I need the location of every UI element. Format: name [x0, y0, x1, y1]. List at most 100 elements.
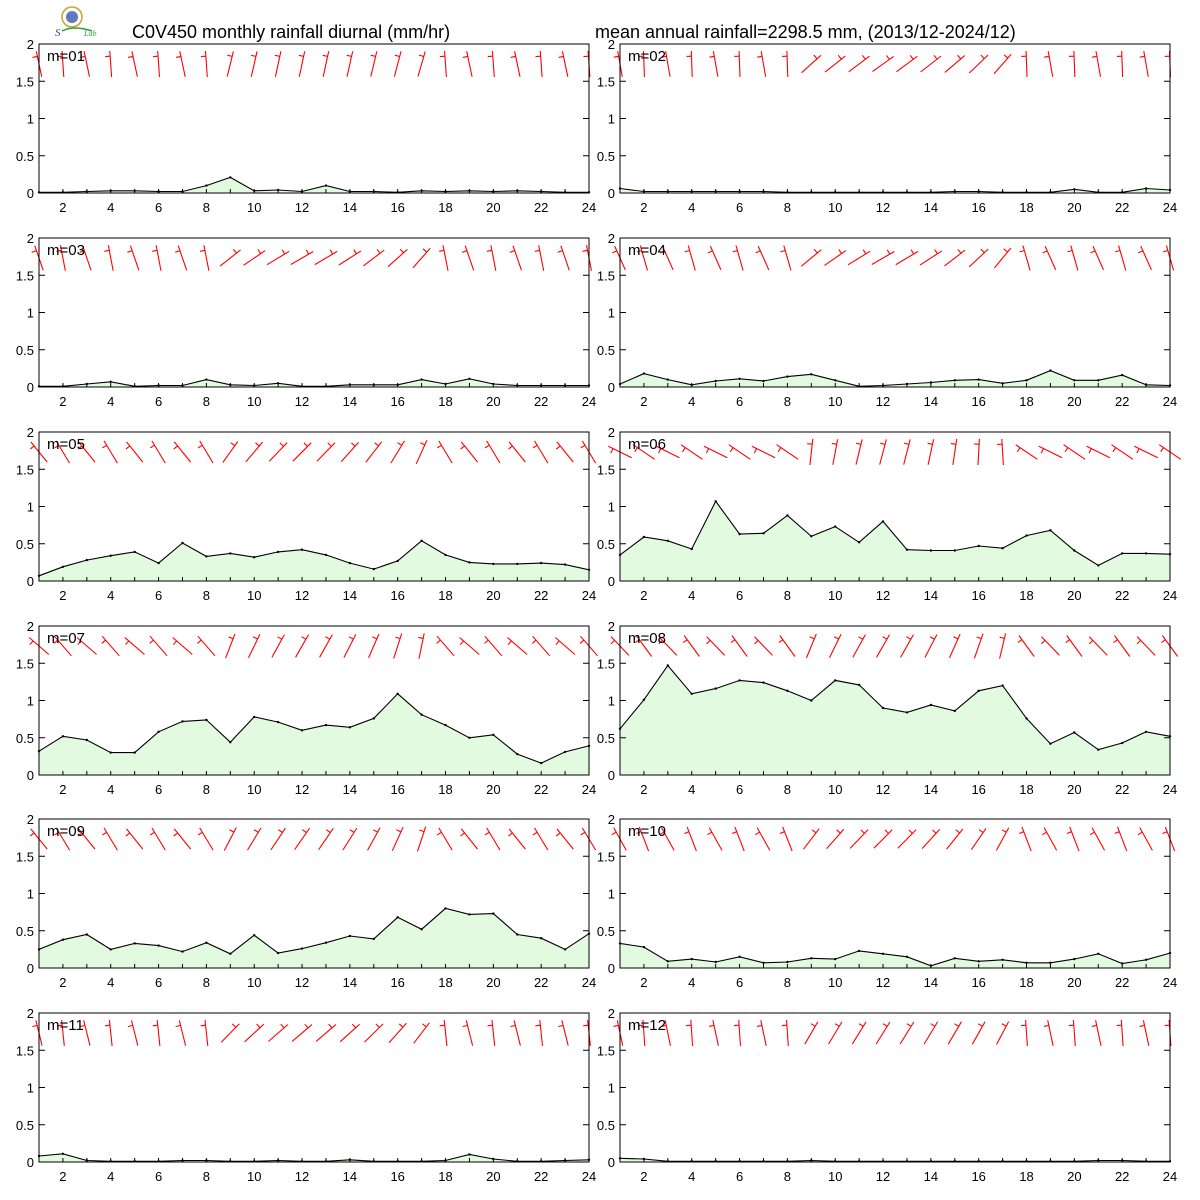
wind-barbs — [32, 1020, 591, 1046]
wind-barb-flag — [197, 444, 203, 449]
data-point — [834, 525, 837, 528]
wind-barb — [1120, 1019, 1124, 1047]
data-point — [810, 699, 813, 702]
wind-barb-flag — [980, 54, 985, 59]
data-point — [396, 559, 399, 563]
y-tick-label: 0.5 — [597, 537, 615, 552]
wind-barb — [244, 1023, 265, 1043]
data-point — [540, 761, 543, 765]
x-tick-label: 20 — [1067, 975, 1081, 990]
wind-barb — [82, 245, 92, 271]
data-point — [324, 723, 328, 727]
x-tick-label: 16 — [390, 975, 404, 990]
wind-barb-flag — [372, 829, 378, 833]
y-tick-label: 0 — [27, 961, 34, 976]
data-point — [666, 960, 669, 963]
data-point — [420, 378, 423, 381]
x-tick-label: 4 — [688, 1169, 695, 1184]
wind-barb — [225, 633, 236, 659]
data-point — [642, 698, 646, 701]
wind-barb-flag — [1003, 248, 1008, 253]
wind-barb — [460, 441, 479, 463]
x-tick-label: 2 — [59, 975, 66, 990]
y-tick-label: 0 — [27, 186, 34, 201]
rainfall-area — [620, 665, 1170, 775]
y-tick-label: 0 — [608, 574, 615, 589]
x-tick-label: 20 — [1067, 588, 1081, 603]
wind-barb — [247, 827, 262, 851]
plot-frame — [619, 1012, 1171, 1163]
wind-barb-flag — [1088, 640, 1094, 645]
wind-barb-flag — [532, 444, 538, 449]
wind-barb-flag — [836, 829, 841, 834]
data-point — [516, 933, 519, 936]
x-tick-label: 8 — [784, 200, 791, 215]
wind-barb-flag — [555, 640, 560, 646]
data-point — [1144, 958, 1148, 961]
wind-barb-flag — [102, 831, 107, 836]
data-point — [977, 378, 980, 381]
x-tick-label: 24 — [1163, 975, 1177, 990]
wind-barb-flag — [612, 250, 618, 254]
x-tick-label: 8 — [203, 782, 210, 797]
wind-barb — [486, 440, 501, 464]
y-tick-label: 0.5 — [16, 731, 34, 746]
data-point — [834, 957, 837, 961]
wind-barb — [829, 634, 842, 658]
wind-barb-flag — [659, 831, 665, 836]
plot-frame — [619, 43, 1171, 194]
data-point — [857, 683, 861, 687]
x-tick-label: 14 — [343, 1169, 357, 1184]
wind-barb-flag — [1112, 447, 1117, 453]
wind-barb — [442, 245, 449, 271]
wind-barb-flag — [682, 639, 688, 644]
wind-barb — [993, 53, 1012, 75]
data-point — [61, 938, 65, 941]
x-tick-label: 24 — [1163, 782, 1177, 797]
wind-barb — [826, 828, 845, 850]
wind-barb — [539, 1020, 544, 1046]
rainfall-area — [39, 540, 589, 581]
data-point — [1049, 742, 1052, 745]
wind-barb-flag — [1162, 831, 1168, 835]
wind-barb-flag — [509, 250, 515, 253]
wind-barb — [101, 635, 120, 657]
data-point — [786, 514, 789, 517]
y-tick-label: 0 — [608, 768, 615, 783]
data-point — [1025, 379, 1028, 382]
wind-barb-flag — [438, 249, 445, 252]
wind-barb-flag — [558, 55, 564, 58]
svg-text:S: S — [55, 27, 61, 39]
wind-barb — [848, 55, 870, 73]
data-point — [642, 945, 646, 949]
wind-barb-flag — [730, 639, 736, 644]
wind-barb — [556, 441, 574, 463]
data-point — [468, 377, 471, 380]
y-tick-label: 1.5 — [597, 849, 615, 864]
wind-barb — [757, 245, 770, 271]
wind-barb — [923, 1021, 939, 1045]
wind-barb-flag — [880, 442, 886, 446]
wind-barb — [1047, 1020, 1054, 1046]
wind-barb — [172, 637, 193, 655]
wind-barb-flag — [127, 55, 134, 58]
data-point — [563, 563, 567, 566]
x-tick-label: 4 — [688, 782, 695, 797]
wind-barb — [179, 51, 186, 77]
wind-barb-flag — [277, 829, 283, 833]
wind-barbs — [29, 439, 597, 465]
wind-barb — [561, 1020, 569, 1046]
wind-barb — [1136, 636, 1156, 656]
data-point — [420, 539, 423, 542]
wind-barb-flag — [613, 55, 619, 58]
wind-barb — [665, 51, 671, 77]
x-tick-label: 20 — [1067, 782, 1081, 797]
wind-barb — [1116, 826, 1128, 852]
wind-barb-flag — [439, 1024, 445, 1027]
month-label: m=12 — [628, 1017, 666, 1034]
wind-barb-flag — [397, 442, 403, 446]
x-tick-label: 8 — [203, 200, 210, 215]
data-point — [1073, 731, 1076, 734]
wind-barb — [944, 55, 966, 73]
wind-barb — [387, 248, 408, 268]
